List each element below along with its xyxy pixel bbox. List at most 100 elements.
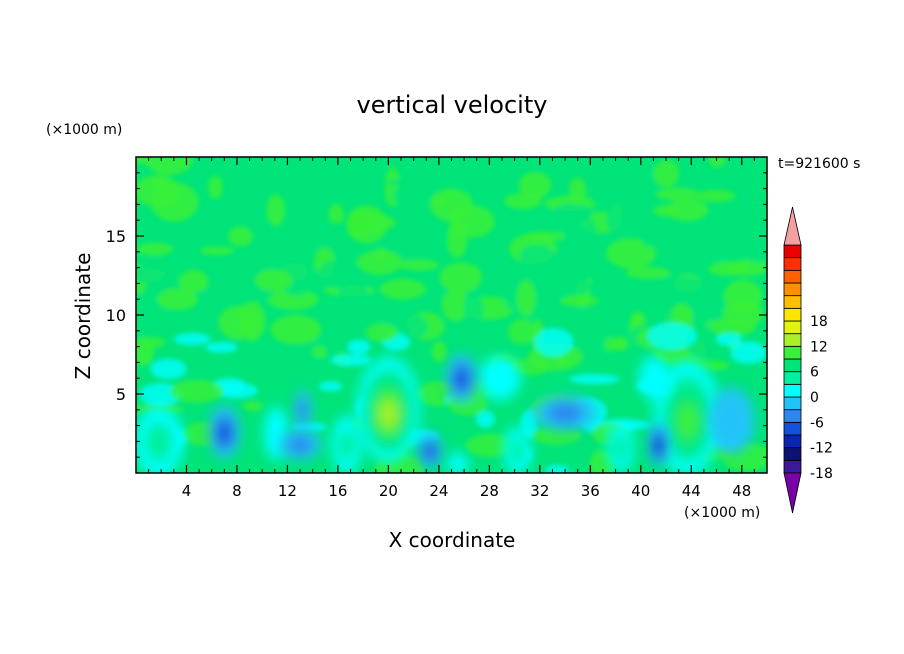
background-patch xyxy=(716,332,743,346)
velocity-feature xyxy=(208,405,241,459)
background-patch xyxy=(144,337,165,348)
background-patch xyxy=(569,374,620,385)
colorbar-max-arrow xyxy=(783,206,802,246)
background-patch xyxy=(508,319,537,345)
contour-level xyxy=(612,434,629,463)
background-patch xyxy=(238,301,266,342)
background-patch xyxy=(463,292,484,327)
contour-level xyxy=(708,387,755,455)
colorbar-tick-label: 0 xyxy=(810,390,819,406)
colorbar-tick-label: 12 xyxy=(810,339,828,355)
colorbar-tick-label: 18 xyxy=(810,314,828,330)
velocity-feature xyxy=(478,356,521,401)
background-patch xyxy=(605,200,636,238)
velocity-feature xyxy=(638,356,671,401)
colorbar-swatch xyxy=(783,333,802,347)
x-tick-label: 16 xyxy=(328,482,347,500)
velocity-feature xyxy=(708,387,755,455)
background-patch xyxy=(655,187,700,201)
y-tick-label: 15 xyxy=(106,227,126,246)
chart-title: vertical velocity xyxy=(357,91,548,119)
background-patch xyxy=(136,242,174,256)
background-patch xyxy=(231,157,256,187)
background-patch xyxy=(708,157,727,168)
background-patch xyxy=(429,188,473,222)
background-patch xyxy=(695,189,736,203)
colorbar-swatch xyxy=(783,257,802,271)
colorbar-swatch xyxy=(783,269,802,284)
velocity-feature xyxy=(136,406,184,473)
contour-level xyxy=(447,452,469,473)
y-tick-label: 10 xyxy=(106,306,126,325)
background-patch xyxy=(330,354,372,367)
velocity-feature xyxy=(653,360,722,473)
velocity-feature xyxy=(447,452,469,473)
velocity-feature xyxy=(502,426,532,473)
background-patch xyxy=(410,228,425,255)
background-patch xyxy=(392,182,432,210)
colorbar-swatch xyxy=(783,345,802,360)
background-patch xyxy=(476,410,495,428)
background-patch xyxy=(157,288,198,311)
x-tick-label: 28 xyxy=(480,482,499,500)
contour-level xyxy=(638,356,671,401)
background-patch xyxy=(228,226,253,247)
contour-level xyxy=(287,435,313,454)
x-axis: 4 8 12 16 20 24 28 32 36 40 44 48 xyxy=(148,157,755,500)
background-patch xyxy=(596,163,622,185)
background-patch xyxy=(708,261,748,277)
background-patch xyxy=(328,203,344,224)
background-patch xyxy=(518,171,552,199)
x-tick-label: 40 xyxy=(631,482,650,500)
colorbar-swatch xyxy=(783,447,802,461)
background-patch xyxy=(625,266,671,279)
colorbar-swatch xyxy=(783,371,802,385)
background-patch xyxy=(398,259,440,271)
velocity-feature xyxy=(417,433,443,469)
colorbar-swatch xyxy=(783,434,802,449)
velocity-feature xyxy=(647,422,670,467)
background-patch xyxy=(347,339,371,355)
colorbar-tick-label: -18 xyxy=(810,466,833,482)
background-patch xyxy=(318,381,343,392)
background-patch xyxy=(646,322,697,350)
background-patch xyxy=(652,275,708,294)
x-tick-label: 48 xyxy=(732,482,751,500)
colorbar-tick-label: 6 xyxy=(810,365,819,381)
background-patch xyxy=(349,210,370,239)
background-patch xyxy=(550,203,594,223)
background-patch xyxy=(702,318,757,336)
x-axis-label: X coordinate xyxy=(389,528,516,552)
velocity-feature xyxy=(606,423,635,473)
background-patch xyxy=(642,237,664,248)
background-patch xyxy=(558,213,598,253)
background-patch xyxy=(606,238,657,269)
x-axis-unit: (×1000 m) xyxy=(684,505,760,521)
colorbar-swatch xyxy=(783,358,802,373)
background-patch xyxy=(337,282,369,305)
background-patch xyxy=(653,159,680,188)
contour-level xyxy=(144,421,174,463)
background-patch xyxy=(516,280,536,317)
background-patch xyxy=(569,316,612,347)
x-tick-label: 20 xyxy=(379,482,398,500)
background-patch xyxy=(666,199,709,221)
background-patch xyxy=(723,279,763,314)
background-patch xyxy=(170,379,224,403)
contour-level xyxy=(455,369,469,390)
colorbar: 18 12 6 0 -6 -12 -18 xyxy=(783,206,833,514)
velocity-features xyxy=(136,353,755,473)
background-patch xyxy=(490,338,516,348)
background-patch xyxy=(613,336,629,351)
background-patch xyxy=(365,323,398,342)
contour-level xyxy=(297,398,308,422)
colorbar-swatch xyxy=(783,307,802,322)
background-patch xyxy=(379,278,426,300)
background-patch xyxy=(552,261,572,300)
velocity-feature xyxy=(278,429,322,461)
background-patch xyxy=(518,244,555,267)
background-patch xyxy=(441,289,470,322)
x-tick-label: 8 xyxy=(232,482,242,500)
background-patch xyxy=(576,306,589,318)
background-patch xyxy=(569,244,601,280)
